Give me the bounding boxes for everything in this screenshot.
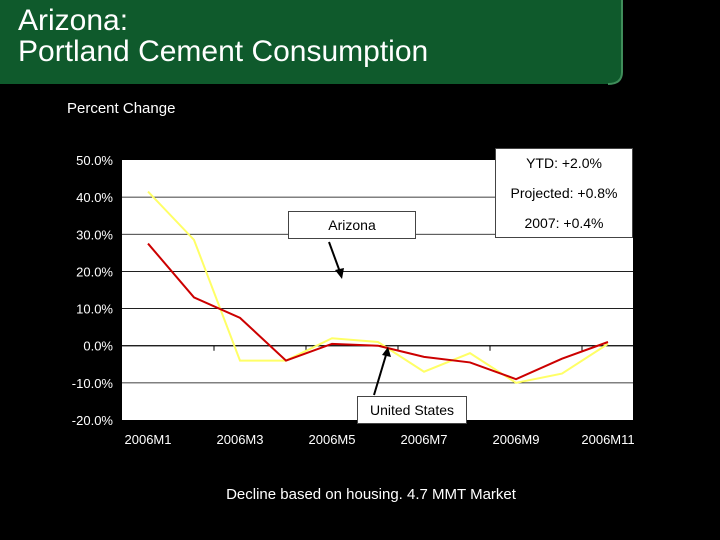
chart-subtitle: Percent Change <box>67 100 176 117</box>
y-tick-label: 40.0% <box>76 190 113 205</box>
ytd-text: YTD: +2.0% <box>526 155 602 171</box>
y-tick-label: 0.0% <box>83 339 113 354</box>
series-line-united-states <box>147 242 609 381</box>
y-tick-label: 20.0% <box>76 264 113 279</box>
x-tick-label: 2006M1 <box>125 432 172 447</box>
ytd-summary-box: YTD: +2.0% Projected: +0.8% 2007: +0.4% <box>495 148 633 238</box>
y-tick-label: -10.0% <box>72 376 114 391</box>
x-tick-label: 2006M11 <box>581 432 634 447</box>
slide-title: Arizona: Portland Cement Consumption <box>18 5 428 67</box>
y-tick-label: 30.0% <box>76 227 113 242</box>
y-tick-label: 10.0% <box>76 302 113 317</box>
arizona-callout: Arizona <box>288 211 416 239</box>
united-states-arrowhead <box>382 347 391 357</box>
arizona-arrowhead <box>335 268 344 279</box>
year-2007-text: 2007: +0.4% <box>524 215 604 231</box>
x-tick-label: 2006M9 <box>493 432 540 447</box>
x-tick-label: 2006M3 <box>217 432 264 447</box>
united-states-arrow <box>373 354 387 396</box>
x-tick-label: 2006M5 <box>309 432 356 447</box>
united-states-callout: United States <box>357 396 467 424</box>
footnote: Decline based on housing. 4.7 MMT Market <box>0 486 720 503</box>
y-tick-label: -20.0% <box>72 413 114 428</box>
title-line-1: Arizona: <box>18 4 129 37</box>
series-line-arizona <box>147 190 609 384</box>
footnote-text: Decline based on housing. 4.7 MMT Market <box>226 486 516 503</box>
arizona-arrow <box>328 241 341 273</box>
projected-text: Projected: +0.8% <box>510 185 618 201</box>
y-tick-label: 50.0% <box>76 153 113 168</box>
title-banner <box>0 0 623 85</box>
title-line-2: Portland Cement Consumption <box>18 35 429 68</box>
x-tick-label: 2006M7 <box>401 432 448 447</box>
